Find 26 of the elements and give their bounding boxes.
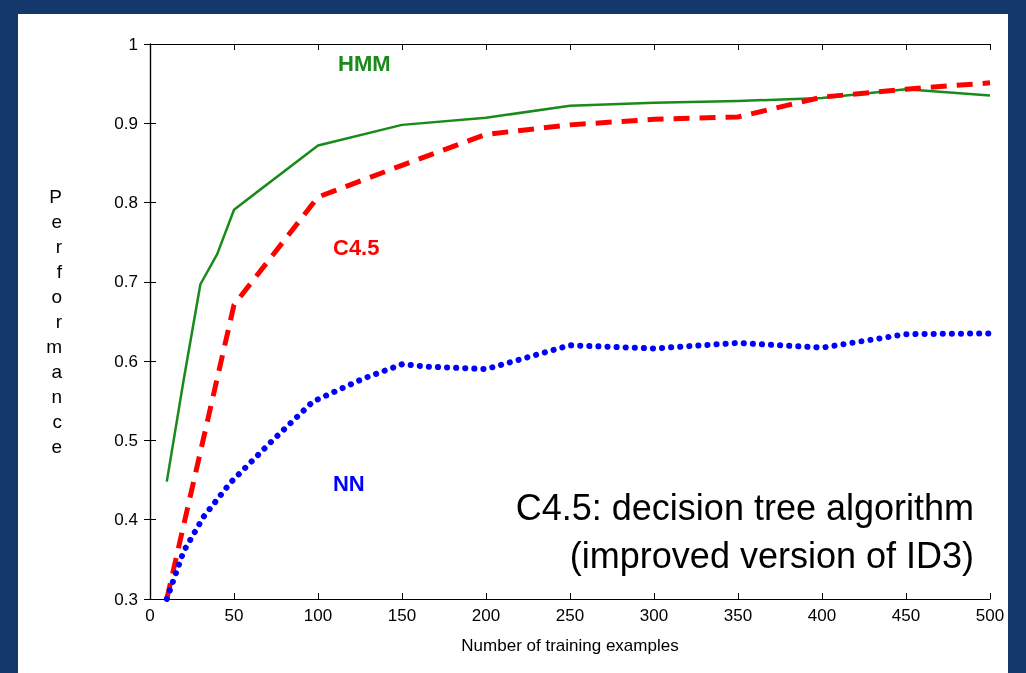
y-tick-label: 0.9 bbox=[114, 113, 138, 133]
y-tick-label: 0.7 bbox=[114, 272, 138, 292]
x-axis-title: Number of training examples bbox=[461, 636, 679, 655]
y-tick-label: 0.6 bbox=[114, 351, 138, 371]
y-tick-label: 0.8 bbox=[114, 193, 138, 213]
annotation: C4.5: decision tree algorithm bbox=[515, 486, 975, 528]
text: HMM bbox=[338, 50, 391, 76]
x-tick-label: 250 bbox=[555, 606, 585, 625]
y-tick-label: 0.4 bbox=[114, 510, 138, 530]
x-tick-label: 350 bbox=[723, 606, 753, 625]
x-tick-label: 500 bbox=[975, 606, 1005, 625]
x-tick-label: 100 bbox=[303, 606, 333, 625]
annotation: (improved version of ID3) bbox=[569, 534, 974, 576]
x-tick-label: 200 bbox=[471, 606, 501, 625]
text: Performance bbox=[46, 186, 62, 457]
x-tick-label: 400 bbox=[807, 606, 837, 625]
x-tick-label: 450 bbox=[891, 606, 921, 625]
x-tick-label: 150 bbox=[387, 606, 417, 625]
x-tick-label: 0 bbox=[145, 606, 155, 625]
series-label: C4.5 bbox=[333, 234, 380, 260]
y-tick-label: 0.3 bbox=[114, 589, 138, 609]
y-tick-label: 1 bbox=[128, 34, 138, 54]
x-tick-label: 50 bbox=[224, 606, 244, 625]
text: NN bbox=[332, 471, 365, 497]
y-tick-label: 0.5 bbox=[114, 430, 138, 450]
x-tick-label: 300 bbox=[639, 606, 669, 625]
